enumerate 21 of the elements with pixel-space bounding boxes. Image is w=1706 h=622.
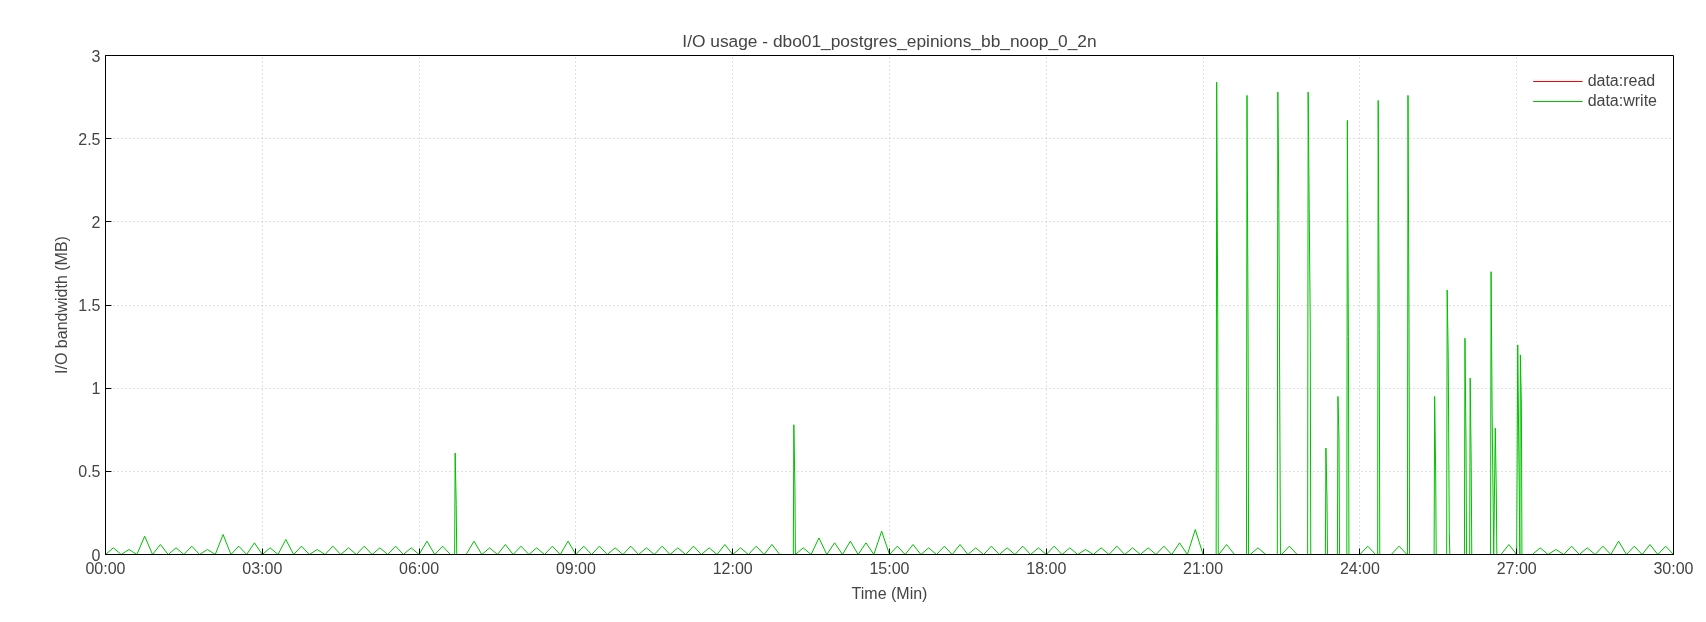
x-tick-label: 06:00 xyxy=(399,559,440,577)
legend-label: data:write xyxy=(1587,92,1657,110)
x-tick-label: 03:00 xyxy=(242,559,283,577)
x-tick-label: 12:00 xyxy=(712,559,753,577)
x-tick-label: 15:00 xyxy=(869,559,910,577)
y-tick-label: 2.5 xyxy=(78,130,101,148)
x-tick-label: 24:00 xyxy=(1339,559,1381,577)
x-tick-label: 21:00 xyxy=(1183,559,1224,577)
legend-label: data:read xyxy=(1587,72,1656,90)
x-axis-title: Time (Min) xyxy=(851,584,928,602)
y-tick-label: 1 xyxy=(91,380,101,398)
x-tick-label: 30:00 xyxy=(1653,559,1694,577)
y-tick-label: 2 xyxy=(91,213,101,231)
x-tick-label: 27:00 xyxy=(1496,559,1537,577)
x-tick-label: 18:00 xyxy=(1026,559,1067,577)
y-tick-label: 3 xyxy=(91,47,101,65)
y-tick-label: 0.5 xyxy=(78,463,101,481)
chart-title: I/O usage - dbo01_postgres_epinions_bb_noop_0_2n xyxy=(682,30,1097,51)
y-tick-label: 1.5 xyxy=(78,297,101,314)
y-axis-title: I/O bandwidth (MB) xyxy=(53,236,71,374)
x-tick-label: 09:00 xyxy=(555,559,597,577)
